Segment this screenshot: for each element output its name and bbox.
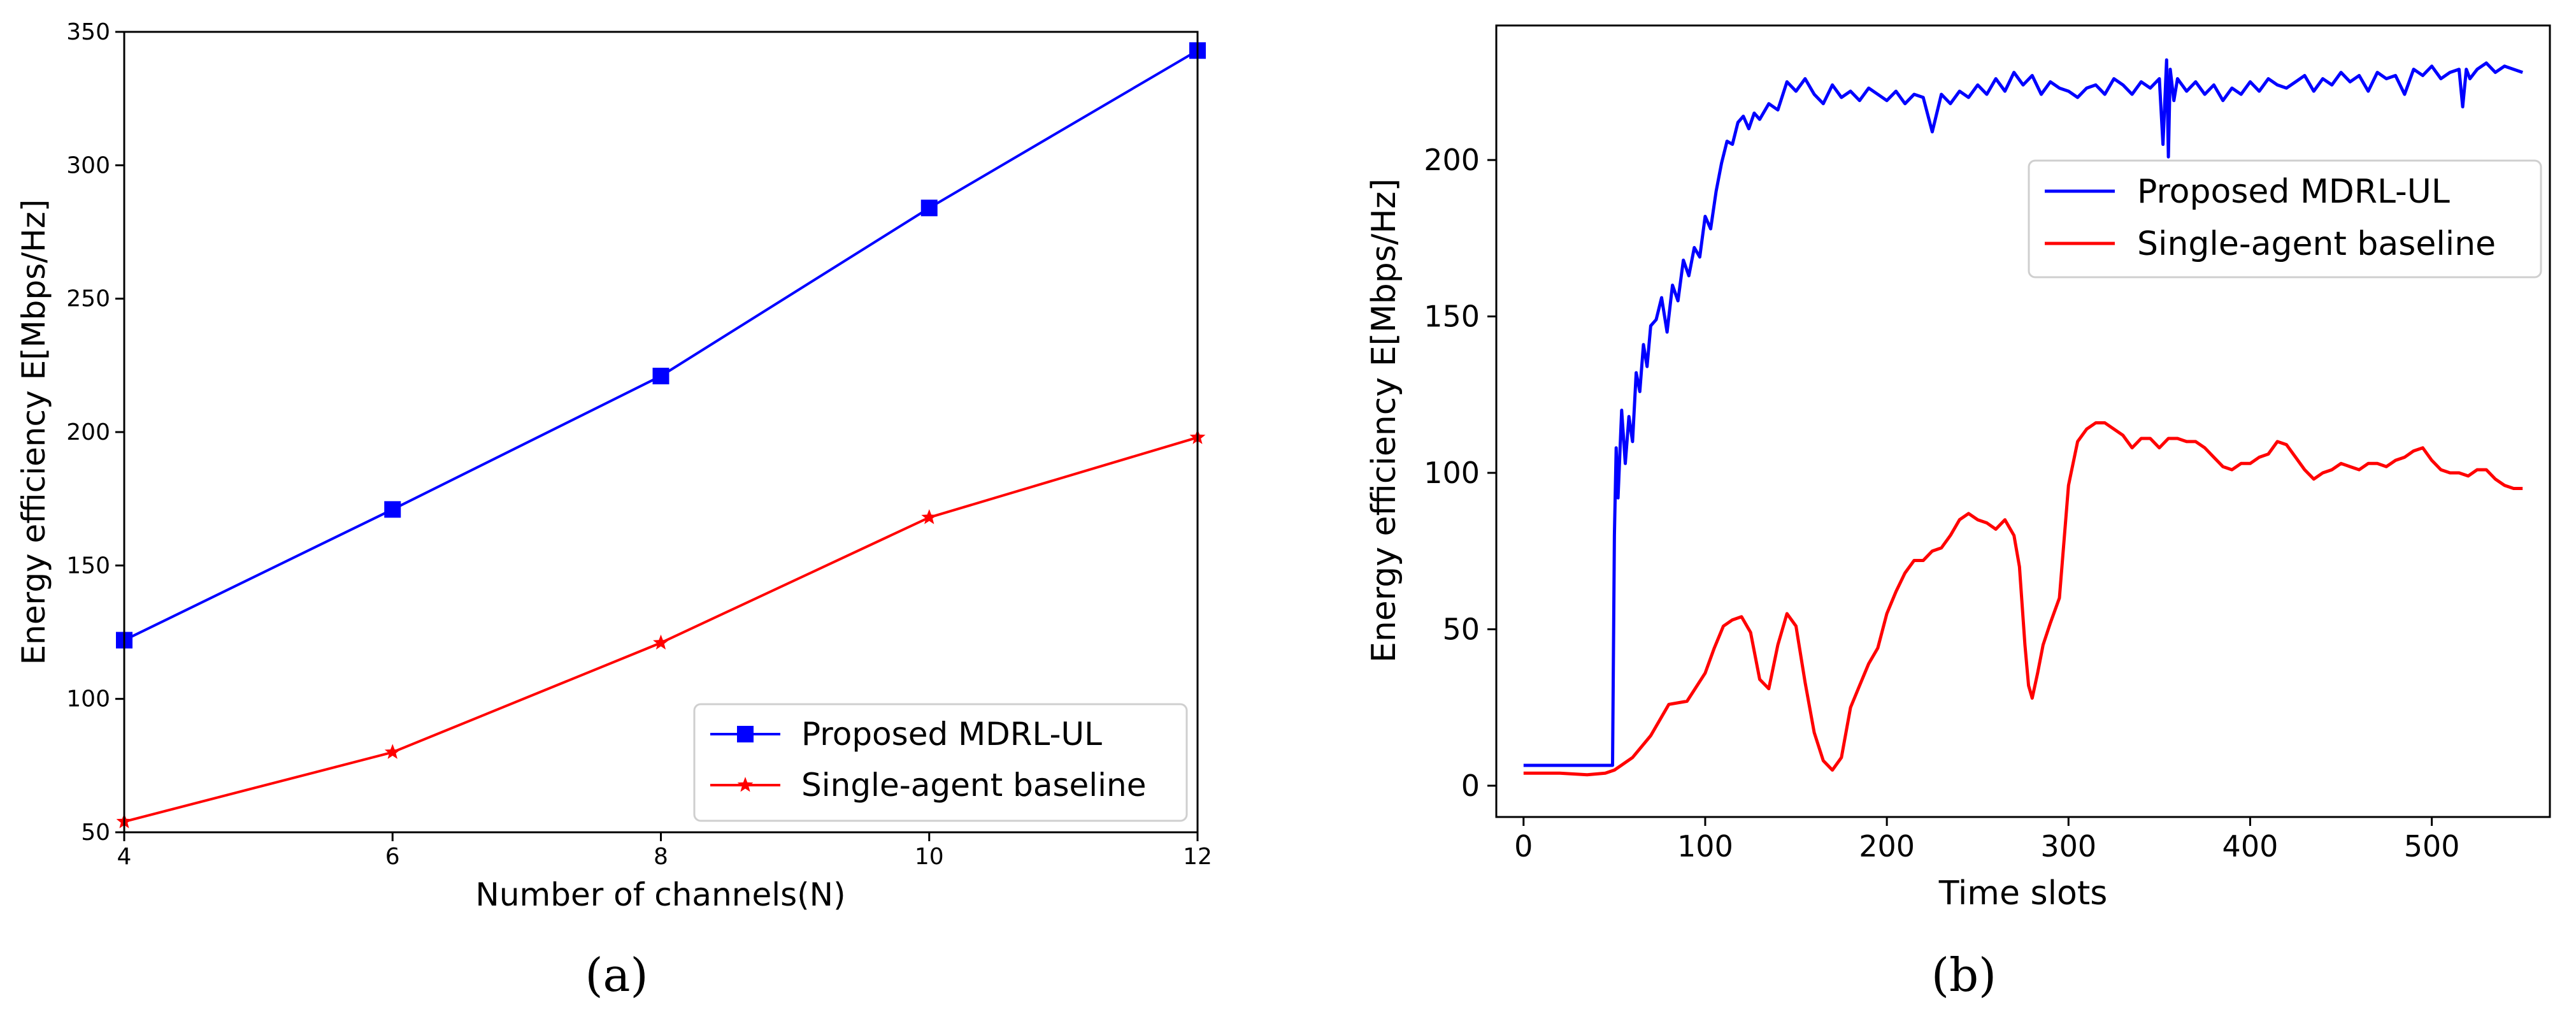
x-tick-label: 400 — [2222, 829, 2279, 864]
legend-box — [693, 703, 1188, 822]
x-tick-label: 100 — [1677, 829, 1733, 864]
y-tick-label: 150 — [66, 553, 110, 579]
x-tick-label: 6 — [385, 844, 400, 870]
y-tick-label: 50 — [1442, 612, 1480, 646]
legend-label: Single-agent baseline — [801, 767, 1147, 804]
y-tick-label: 250 — [66, 286, 110, 312]
y-tick-label: 100 — [66, 686, 110, 712]
chart-a-ylabel: Energy efficiency E[Mbps/Hz] — [15, 199, 52, 665]
data-point — [384, 501, 401, 518]
legend-box — [2028, 159, 2542, 278]
chart-a-xlabel: Number of channels(N) — [475, 876, 845, 913]
y-tick-label: 300 — [66, 152, 110, 178]
y-tick-label: 100 — [1424, 456, 1480, 490]
y-tick-label: 0 — [1461, 769, 1480, 803]
x-tick-label: 4 — [117, 844, 132, 870]
chart-a-frame — [123, 31, 1199, 834]
y-tick-label: 50 — [81, 820, 110, 846]
series-line — [124, 49, 1199, 642]
x-tick-label: 500 — [2404, 829, 2460, 864]
chart-a-legend: Proposed MDRL-UL Single-agent baseline — [693, 703, 1188, 822]
y-tick-label: 200 — [1424, 143, 1480, 177]
chart-b-series — [1523, 58, 2524, 777]
chart-b-ylabel: Energy efficiency E[Mbps/Hz] — [1365, 178, 1403, 663]
chart-b-xlabel: Time slots — [1938, 874, 2108, 913]
data-point — [652, 368, 669, 385]
chart-b-ticks: 0 100 200 300 400 500 0 50 100 150 200 — [1424, 143, 2459, 864]
legend-label: Proposed MDRL-UL — [801, 716, 1102, 753]
x-tick-label: 10 — [915, 844, 944, 870]
legend-marker — [737, 726, 754, 742]
data-point — [384, 744, 401, 759]
panel-label-b: (b) — [1931, 948, 1996, 1002]
x-tick-label: 0 — [1514, 829, 1533, 864]
chart-a-ticks: 4 6 8 10 12 50 100 150 200 250 300 350 — [66, 19, 1212, 870]
x-tick-label: 8 — [654, 844, 668, 870]
chart-b-legend: Proposed MDRL-UL Single-agent baseline — [2028, 159, 2542, 278]
legend-label: Proposed MDRL-UL — [2137, 173, 2450, 211]
chart-panel-a: 4 6 8 10 12 50 100 150 200 250 300 350 Proposed MDR… — [15, 19, 1212, 1002]
y-tick-label: 150 — [1424, 300, 1480, 334]
legend-marker — [737, 777, 754, 792]
data-point — [653, 634, 669, 650]
y-tick-label: 350 — [66, 19, 110, 45]
data-point — [921, 509, 938, 524]
series-line — [1523, 421, 2523, 777]
y-tick-label: 200 — [66, 419, 110, 445]
x-tick-label: 200 — [1859, 829, 1915, 864]
data-point — [920, 199, 938, 217]
chart-b-frame — [1495, 24, 2551, 818]
x-tick-label: 12 — [1183, 844, 1212, 870]
x-tick-label: 300 — [2040, 829, 2096, 864]
legend-label: Single-agent baseline — [2137, 225, 2496, 263]
chart-panel-b: 0 100 200 300 400 500 0 50 100 150 200 Proposed MD… — [1365, 24, 2551, 1002]
panel-label-a: (a) — [585, 948, 648, 1002]
series-line — [1523, 58, 2524, 767]
